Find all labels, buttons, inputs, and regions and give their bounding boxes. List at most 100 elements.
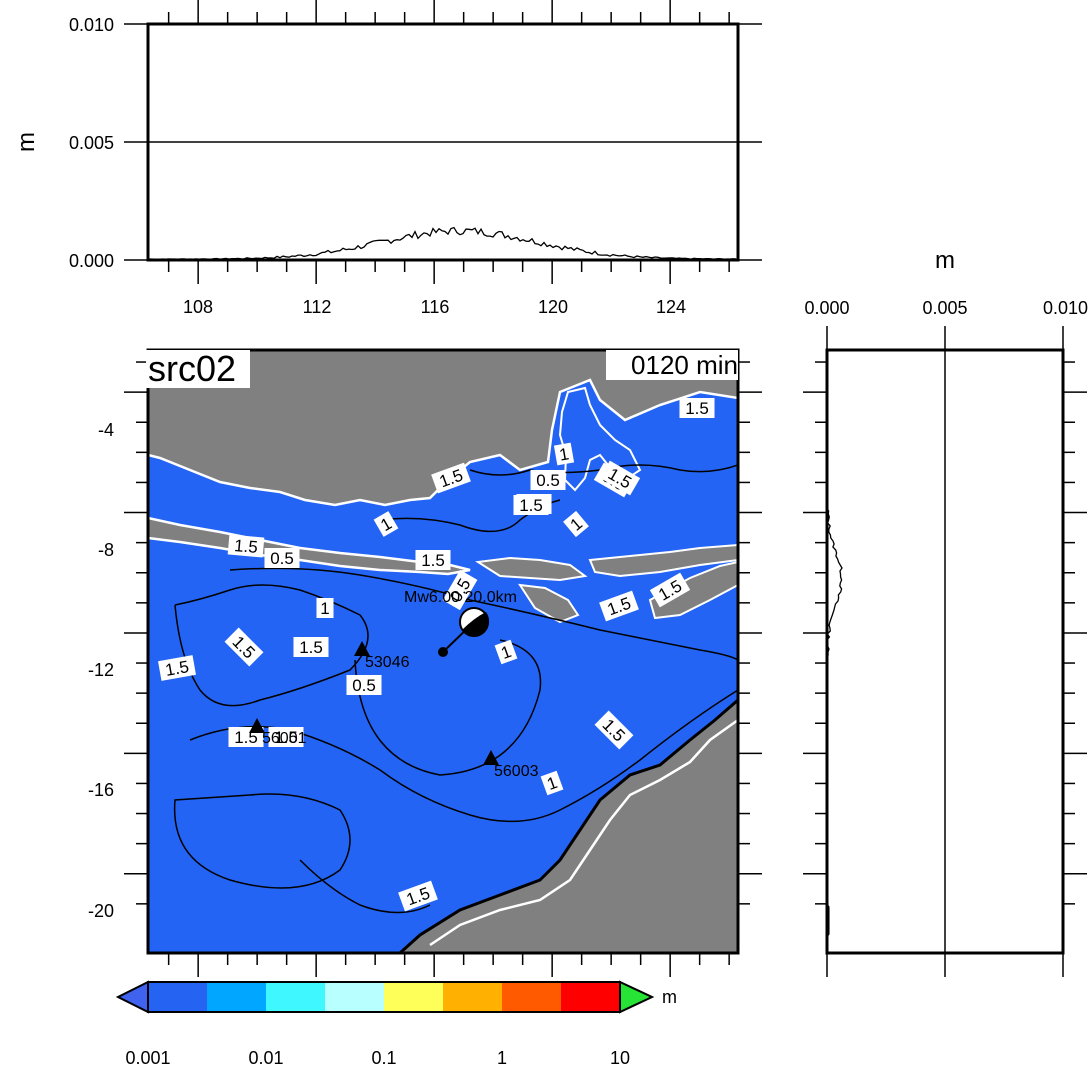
right-profile-trace <box>826 352 843 949</box>
map-lat-ticks <box>124 361 762 905</box>
contour-label: 1.5 <box>513 495 549 515</box>
panel-title-box <box>146 350 250 388</box>
contour-label-text: 1.5 <box>685 399 709 418</box>
station-label: 53046 <box>365 654 410 671</box>
contour-label-text: 0.5 <box>270 549 294 568</box>
land-layer <box>148 350 738 953</box>
colorbar-segment <box>266 982 326 1012</box>
contour-label: 1 <box>553 442 575 466</box>
contour-label-text: 1.5 <box>274 728 298 747</box>
contour-label-text: 0.5 <box>352 676 376 695</box>
station-triangle-icon <box>354 641 370 656</box>
right-profile-xticks <box>826 326 1064 977</box>
top-profile-trace <box>148 226 737 260</box>
contour-label-text: 1.5 <box>421 551 445 570</box>
right-xtick-label: 0.010 <box>1043 298 1088 318</box>
station-56003: 56003 <box>483 750 539 780</box>
colorbar-tick-label: 0.1 <box>371 1048 396 1068</box>
top-xtick-label: 112 <box>303 297 332 317</box>
contour-label: 1.5 <box>227 534 265 558</box>
contour-label: 0.5 <box>530 470 566 490</box>
right-profile-panel: 0.000 0.005 0.010 m <box>803 247 1088 977</box>
top-ytick-label: 0.005 <box>69 133 114 153</box>
station-53046: 53046 <box>354 641 410 671</box>
station-label: 56001 <box>262 730 307 747</box>
top-xtick-label: 124 <box>656 297 686 317</box>
lat-tick-label: -8 <box>98 540 114 560</box>
contour-label: 1.5 <box>679 398 715 418</box>
contour-labels: 1.51.51.51.50.5110.511.51.50.51.510.511.… <box>158 398 715 912</box>
contour-label: 0.5 <box>264 548 300 568</box>
colorbar-under-triangle <box>115 980 149 1014</box>
colorbar-tick-label: 10 <box>610 1048 630 1068</box>
colorbar-segment <box>325 982 385 1012</box>
contour-label: 1 <box>373 511 399 537</box>
contour-label-text: 1.5 <box>519 496 543 515</box>
colorbar-segments <box>148 982 621 1012</box>
right-profile-xlabel: m <box>935 247 955 274</box>
colorbar-over-triangle <box>619 980 655 1014</box>
colorbar-segment <box>561 982 621 1012</box>
sumba-land <box>517 583 580 624</box>
epicenter-marker <box>438 647 448 657</box>
map-panel: -4 -8 -12 -16 -20 1.5 1.5 1.5 1.5 0.5 1 1 0.5 1 1… <box>88 348 762 977</box>
colorbar-tick-label: 0.001 <box>125 1048 170 1068</box>
contour-line <box>173 793 351 889</box>
colorbar-segment <box>207 982 267 1012</box>
colorbar-tick-label: 0.01 <box>248 1048 283 1068</box>
right-xtick-label: 0.000 <box>804 298 849 318</box>
contour-label-text: 1 <box>320 599 329 618</box>
top-ytick-label: 0.010 <box>69 15 114 35</box>
colorbar-tick-label: 1 <box>497 1048 507 1068</box>
contour-label: 1 <box>494 639 518 665</box>
lat-tick-label: -4 <box>98 420 114 440</box>
colorbar-segment <box>384 982 444 1012</box>
top-xtick-label: 116 <box>421 297 450 317</box>
contour-label-text: 0.5 <box>536 471 560 490</box>
contour-label: 1.5 <box>158 655 196 681</box>
contour-label: 0.5 <box>346 675 382 695</box>
colorbar-segment <box>443 982 503 1012</box>
contour-label-text: 1.5 <box>164 657 191 680</box>
colorbar: m 0.001 0.01 0.1 1 10 <box>115 980 677 1068</box>
map-lon-ticks <box>167 953 730 977</box>
colorbar-frame <box>147 981 621 1013</box>
contour-label-text: 1.5 <box>299 638 323 657</box>
colorbar-segment <box>148 982 208 1012</box>
contour-line <box>299 859 431 914</box>
map-frame <box>146 348 740 955</box>
timor-land <box>648 560 738 620</box>
station-label: 56003 <box>494 763 539 780</box>
station-56001: 56001 <box>249 718 307 747</box>
top-ytick-label: 0.000 <box>69 251 114 271</box>
right-profile-yticks <box>803 361 1087 905</box>
time-label-box <box>606 350 738 380</box>
lat-tick-label: -20 <box>88 901 114 921</box>
station-triangle-icon <box>483 750 499 765</box>
top-profile-xticks <box>167 0 730 284</box>
contour-label: 1.5 <box>599 590 639 622</box>
right-xtick-label: 0.005 <box>922 298 967 318</box>
australia-coast-outline <box>429 718 738 947</box>
panel-title: src02 <box>148 348 236 389</box>
colorbar-unit: m <box>662 987 677 1007</box>
time-label: 0120 min <box>631 350 738 380</box>
contour-label: 1 <box>316 598 334 618</box>
flores-land <box>588 543 738 578</box>
contour-label-text: 1.5 <box>233 536 258 557</box>
top-profile-ylabel: m <box>13 132 40 152</box>
colorbar-segment <box>502 982 562 1012</box>
contour-label: 1.5 <box>415 550 451 570</box>
lat-tick-label: -12 <box>88 660 114 680</box>
contour-label: 1 <box>563 510 589 538</box>
nusa-tenggara-land-1 <box>475 556 588 582</box>
contour-label: 1.5 <box>293 637 329 657</box>
contour-label: 1 <box>540 770 564 796</box>
event-label: Mw6.00 20.0km <box>404 589 517 606</box>
station-triangle-icon <box>249 718 265 733</box>
focal-mechanism-beachball <box>459 607 490 637</box>
contour-line <box>229 567 738 661</box>
top-xtick-label: 108 <box>183 297 213 317</box>
australia-land <box>397 698 738 953</box>
